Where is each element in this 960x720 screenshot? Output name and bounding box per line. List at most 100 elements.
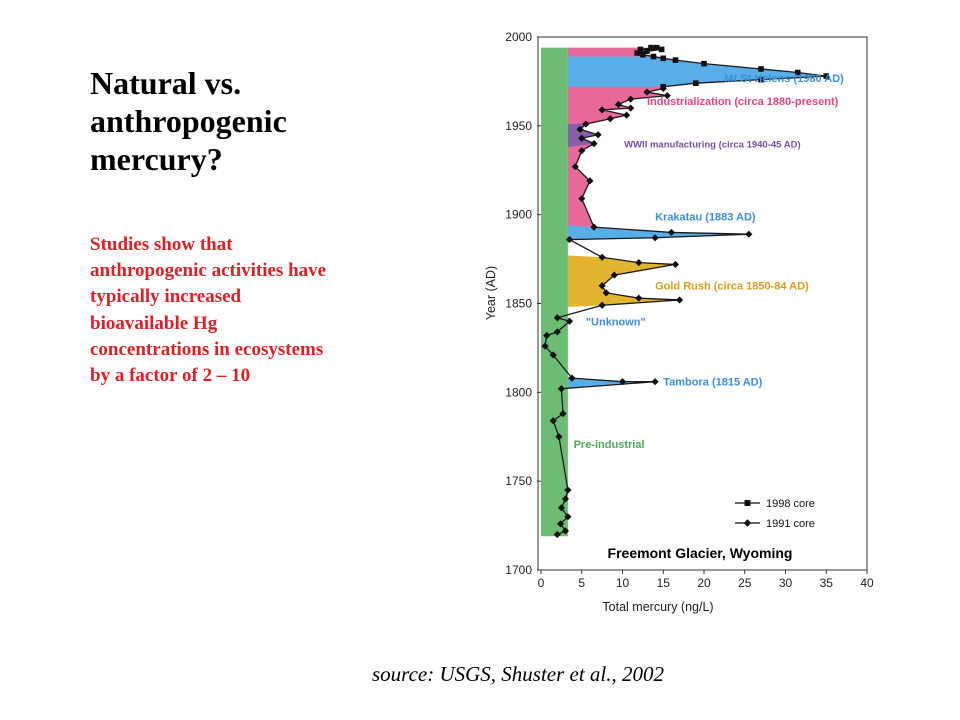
data-point-diamond xyxy=(557,504,565,512)
data-point-diamond xyxy=(598,253,606,261)
data-point-diamond xyxy=(549,417,557,425)
data-point-diamond xyxy=(578,195,586,203)
y-axis-title: Year (AD) xyxy=(484,266,498,320)
krakatau-fill xyxy=(567,225,749,244)
legend-diamond-marker xyxy=(743,519,752,527)
x-tick-label: 25 xyxy=(738,576,752,590)
data-point-diamond xyxy=(627,104,635,112)
data-point-diamond xyxy=(598,106,606,114)
data-point-diamond xyxy=(553,314,561,322)
data-point-diamond xyxy=(598,282,606,290)
x-tick-label: 15 xyxy=(657,576,671,590)
data-point-square xyxy=(758,76,764,83)
data-point-diamond xyxy=(543,331,551,340)
y-tick-label: 2000 xyxy=(505,30,532,44)
fill-label: Krakatau (1883 AD) xyxy=(655,211,756,223)
data-point-diamond xyxy=(635,294,643,302)
x-axis-title: Total mercury (ng/L) xyxy=(602,600,713,614)
data-point-diamond xyxy=(568,374,576,382)
data-point-diamond xyxy=(559,410,567,418)
data-point-diamond xyxy=(663,92,671,100)
legend-box xyxy=(726,487,860,537)
data-point-square xyxy=(637,46,644,53)
data-point-diamond xyxy=(590,223,598,231)
data-point-diamond xyxy=(602,289,610,297)
data-point-square xyxy=(640,51,646,58)
location-strip xyxy=(540,538,860,568)
x-tick-label: 0 xyxy=(538,576,545,590)
x-tick-label: 10 xyxy=(616,576,630,590)
x-tick-label: 40 xyxy=(860,576,874,590)
fill-label: WWII manufacturing (circa 1940-45 AD) xyxy=(624,140,801,151)
data-point-square xyxy=(648,44,654,51)
data-point-diamond xyxy=(614,100,623,109)
y-tick-label: 1700 xyxy=(505,563,532,577)
fill-labels: Mt St Helens (1980 AD) Industrialization … xyxy=(574,73,845,451)
legend: 1998 core 1991 core xyxy=(735,498,815,530)
y-tick-label: 1900 xyxy=(505,208,532,222)
data-point-diamond xyxy=(594,131,602,139)
series-line-2 xyxy=(544,87,749,536)
data-point-diamond xyxy=(643,88,651,96)
slide-title: Natural vs. anthropogenic mercury? xyxy=(90,65,287,177)
data-point-diamond xyxy=(745,230,753,238)
fill-label: Industrialization (circa 1880-present) xyxy=(647,96,839,108)
legend-label: 1991 core xyxy=(766,518,815,530)
data-point-diamond xyxy=(610,271,618,279)
pre-industrial-band xyxy=(541,47,568,537)
x-tick-label: 5 xyxy=(578,576,585,590)
fill-label: Gold Rush (circa 1850-84 AD) xyxy=(655,281,809,293)
data-point-square xyxy=(660,55,667,62)
data-point-square xyxy=(672,57,679,63)
y-tick-label: 1850 xyxy=(505,297,532,311)
fill-label: Tambora (1815 AD) xyxy=(663,377,762,389)
data-point-diamond xyxy=(675,296,684,304)
data-point-diamond xyxy=(667,228,675,237)
data-point-diamond xyxy=(555,433,563,441)
data-point-diamond xyxy=(606,115,614,123)
data-point-square xyxy=(693,80,699,86)
data-point-diamond xyxy=(541,342,549,350)
data-point-diamond xyxy=(627,95,635,103)
source-citation: source: USGS, Shuster et al., 2002 xyxy=(372,662,665,686)
slide-body-text: Studies show that anthropogenic activiti… xyxy=(90,234,327,387)
x-tick-label: 20 xyxy=(697,576,711,590)
data-point-diamond xyxy=(651,378,659,386)
data-point-diamond xyxy=(556,520,565,528)
data-point-diamond xyxy=(565,317,574,325)
fill-label: Mt St Helens (1980 AD) xyxy=(724,73,844,85)
data-point-diamond xyxy=(578,147,586,155)
x-tick-label: 30 xyxy=(779,576,793,590)
data-point-diamond xyxy=(565,235,574,244)
industrialization-fill xyxy=(567,47,827,244)
data-point-diamond xyxy=(576,125,584,133)
x-axis-ticks: 0 5 10 15 20 25 30 35 40 xyxy=(538,570,874,590)
fill-label: Pre-industrial xyxy=(574,439,645,451)
data-point-diamond xyxy=(553,328,561,336)
data-point-square xyxy=(634,50,640,56)
data-point-square xyxy=(653,44,660,51)
data-point-diamond xyxy=(561,527,570,535)
data-point-diamond xyxy=(671,260,680,269)
data-point-square xyxy=(701,60,707,67)
data-point-diamond xyxy=(578,134,586,142)
y-tick-label: 1950 xyxy=(505,119,532,133)
data-point-square xyxy=(658,46,665,53)
data-point-diamond xyxy=(561,495,570,503)
data-point-square xyxy=(644,48,650,55)
location-label: Freemont Glacier, Wyoming xyxy=(608,545,793,561)
data-point-diamond xyxy=(586,177,594,185)
fill-label: "Unknown" xyxy=(586,316,646,328)
data-point-diamond xyxy=(651,234,659,242)
data-point-square xyxy=(758,66,764,72)
legend-square-marker xyxy=(744,500,751,506)
data-point-square xyxy=(650,53,657,60)
x-tick-label: 35 xyxy=(820,576,834,590)
data-point-diamond xyxy=(590,140,598,148)
data-point-diamond xyxy=(571,163,579,171)
data-point-square xyxy=(794,69,801,76)
y-axis-ticks: 1700 1750 1800 1850 1900 1950 2000 xyxy=(505,30,541,577)
markers-layer xyxy=(541,44,830,539)
wwii-fill xyxy=(567,124,599,148)
data-point-diamond xyxy=(622,111,631,119)
